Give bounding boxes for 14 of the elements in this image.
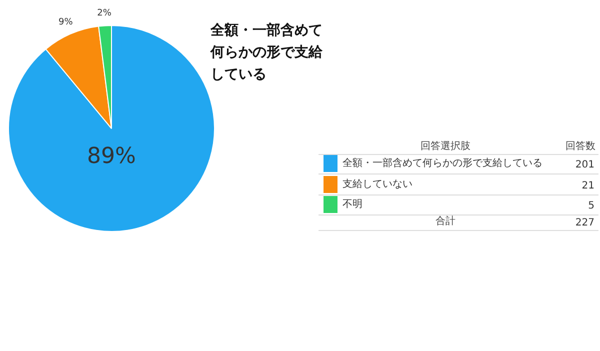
text: 全額・一部含めて何らかの形で支給している [210,22,324,82]
legend-label: 不明 [342,199,362,210]
text: 合計 [436,215,456,227]
legend-label: 支給していない [342,178,412,190]
text: 201 [575,160,595,170]
legend-label: 全額・一部含めて何らかの形で支給している [342,157,542,169]
data-label: 2% [97,8,112,18]
data-label: 89% [87,144,136,169]
legend-title: 回答選択肢 [420,140,470,152]
data-label: 9% [58,18,74,28]
text: 5 [588,200,595,212]
text: 回答数 [566,140,596,152]
text: 21 [582,180,595,192]
text: 227 [575,218,595,228]
